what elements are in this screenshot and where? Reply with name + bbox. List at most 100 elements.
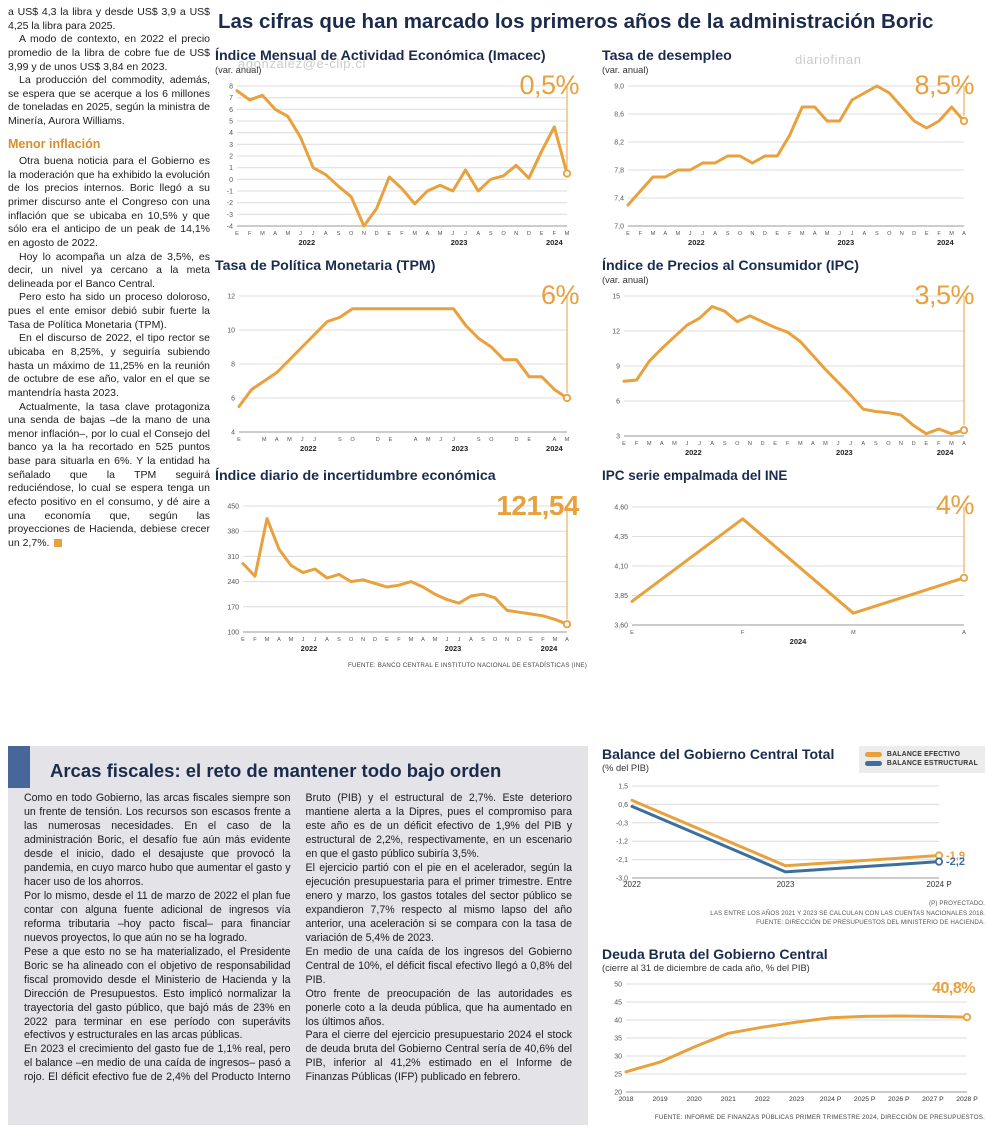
svg-text:D: D [375,231,379,237]
svg-text:S: S [874,441,878,447]
svg-text:2019: 2019 [653,1096,668,1103]
svg-text:0: 0 [229,177,233,184]
svg-text:E: E [773,441,777,447]
svg-text:2020: 2020 [687,1096,702,1103]
chart-subtitle: (cierre al 31 de diciembre de cada año, … [602,963,810,973]
legend-swatch-efectivo [864,752,882,757]
left-article-top-paragraphs: a US$ 4,3 la libra y desde US$ 3,9 a US$… [8,6,210,129]
svg-text:J: J [312,231,315,237]
chart-title: IPC serie empalmada del INE [602,468,788,483]
svg-text:5: 5 [229,119,233,126]
svg-text:A: A [861,441,865,447]
svg-text:M: M [409,637,414,643]
svg-text:F: F [937,231,941,237]
svg-text:8,6: 8,6 [614,112,624,119]
chart-title: Índice Mensual de Actividad Económica (I… [215,48,546,64]
chart-plot: 15 12 9 6 3 E F M A M J J A S O N D E F M A M J J A S O N D E F M A 2022 2… [602,288,982,465]
svg-text:50: 50 [614,982,622,989]
paragraph: Pese a que esto no se ha materializado, … [24,945,291,1042]
svg-text:D: D [527,231,531,237]
svg-text:12: 12 [612,329,620,336]
svg-text:J: J [314,637,317,643]
svg-text:M: M [438,231,443,237]
svg-text:M: M [260,231,265,237]
svg-text:A: A [275,437,279,443]
svg-text:2023: 2023 [789,1096,804,1103]
svg-text:M: M [949,441,954,447]
svg-text:M: M [289,637,294,643]
svg-text:J: J [849,441,852,447]
svg-text:9,0: 9,0 [614,84,624,91]
section-heading-menor-inflacion: Menor inflación [8,136,101,151]
svg-text:9: 9 [616,364,620,371]
svg-text:450: 450 [227,504,239,511]
svg-text:M: M [565,231,570,237]
legend-item: BALANCE EFECTIVO [864,751,978,758]
svg-text:D: D [376,437,380,443]
arcas-title: Arcas fiscales: el reto de mantener todo… [50,760,502,781]
legend-label: BALANCE ESTRUCTURAL [886,760,978,767]
svg-text:M: M [825,231,830,237]
chart-legend: BALANCE EFECTIVO BALANCE ESTRUCTURAL [858,746,985,773]
svg-text:2028 P: 2028 P [956,1096,978,1103]
chart-subtitle: (% del PIB) [602,763,650,773]
svg-text:A: A [277,637,281,643]
svg-text:J: J [446,637,449,643]
svg-text:2022: 2022 [298,238,315,247]
chart-footnote: FUENTE: DIRECCIÓN DE PRESUPUESTOS DEL MI… [756,919,985,927]
chart-canvas: 4,60 4,35 4,10 3,85 3,60E F M A 2024 [614,505,969,646]
chart-card-imacec: Índice Mensual de Actividad Económica (I… [215,48,587,255]
chart-card-incertidumbre: Índice diario de incertidumbre económica… [215,468,587,669]
svg-text:A: A [273,231,277,237]
svg-text:4: 4 [231,430,235,437]
svg-text:J: J [313,437,316,443]
svg-text:-2,1: -2,1 [616,857,628,864]
svg-text:-3: -3 [227,212,233,219]
chart-title: Índice diario de incertidumbre económica [215,468,496,484]
svg-text:2018: 2018 [618,1096,633,1103]
svg-text:35: 35 [614,1036,622,1043]
svg-text:M: M [426,437,431,443]
chart-footnote: LAS ENTRE LOS AÑOS 2021 Y 2023 SE CALCUL… [710,909,985,917]
svg-text:3: 3 [229,142,233,149]
chart-big-value: 40,8% [932,980,975,997]
svg-text:7: 7 [229,95,233,102]
svg-text:7,0: 7,0 [614,224,624,231]
svg-text:A: A [426,231,430,237]
chart-source: FUENTE: BANCO CENTRAL E INSTITUTO NACION… [347,662,587,669]
svg-text:7,4: 7,4 [614,196,624,203]
svg-text:A: A [553,437,557,443]
svg-text:2022: 2022 [688,238,705,247]
svg-text:2024: 2024 [790,637,808,646]
chart-plot: 12 10 8 6 4 E M A M J J S O D E A M J J S O D E A M 2022 2023 2024 [215,288,587,461]
svg-text:F: F [741,630,745,636]
svg-text:N: N [362,231,366,237]
chart-title: Índice de Precios al Consumidor (IPC) [602,258,860,274]
svg-text:A: A [414,437,418,443]
svg-text:E: E [925,231,929,237]
svg-text:A: A [663,231,667,237]
balance-chart-block: Balance del Gobierno Central Total (% de… [602,746,985,928]
svg-text:2022: 2022 [300,444,317,453]
svg-text:A: A [469,637,473,643]
chart-big-value: 6% [540,280,580,310]
svg-text:S: S [477,437,481,443]
paragraph: En 2023 el crecimiento del gasto fue de … [24,792,572,1084]
svg-text:-0,3: -0,3 [616,820,628,827]
svg-text:A: A [476,231,480,237]
svg-text:J: J [439,437,442,443]
chart-title: Balance del Gobierno Central Total [602,746,835,762]
svg-text:2025 P: 2025 P [854,1096,876,1103]
svg-text:A: A [962,630,966,636]
chart-title: Tasa de desempleo [602,48,732,64]
svg-text:2022: 2022 [685,448,702,457]
svg-text:310: 310 [227,554,239,561]
svg-text:A: A [962,441,966,447]
svg-text:A: A [813,231,817,237]
svg-text:J: J [452,437,455,443]
svg-text:E: E [389,437,393,443]
chart-card-ipc: Índice de Precios al Consumidor (IPC) (v… [602,258,982,465]
